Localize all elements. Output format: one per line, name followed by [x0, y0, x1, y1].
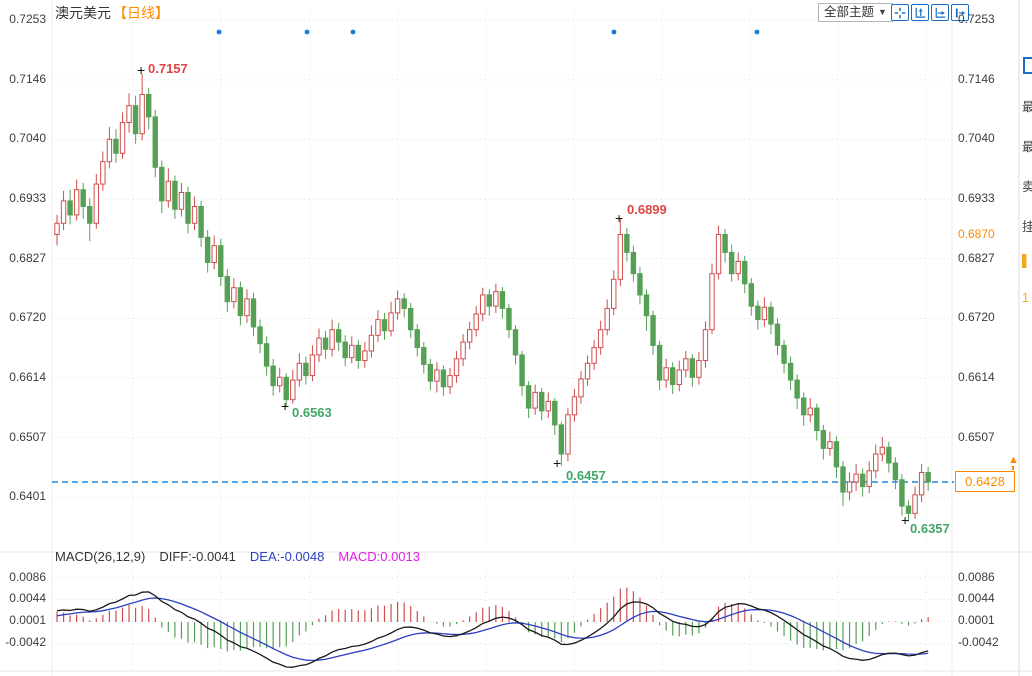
annotation-low-06357: 0.6357	[910, 521, 950, 536]
price-axis-label-left: 0.6614	[9, 369, 46, 384]
partial-label: 卖	[1022, 180, 1032, 194]
price-axis-label-left: 0.0044	[9, 591, 46, 606]
partial-icon-box	[1023, 57, 1032, 74]
partial-label: 最	[1022, 140, 1032, 154]
price-axis-label-left: 0.6720	[9, 310, 46, 325]
period-tag: 【日线】	[113, 5, 169, 21]
scale-horizontal-icon[interactable]	[931, 4, 949, 21]
current-price-badge: 0.6428	[955, 471, 1015, 492]
event-dot-icon[interactable]	[304, 29, 310, 35]
price-axis-label-left: 0.7040	[9, 131, 46, 146]
low-marker-cross: +	[901, 512, 910, 528]
themes-dropdown-label: 全部主题	[824, 5, 875, 19]
price-axis-label-left: 0.6507	[9, 429, 46, 444]
low-marker-cross: +	[553, 455, 562, 471]
price-axis-label-right: 0.0086	[958, 570, 995, 584]
macd-macd-value: MACD:0.0013	[338, 549, 420, 564]
price-axis-label-left: 0.0086	[9, 570, 46, 584]
event-dot-icon[interactable]	[754, 29, 760, 35]
event-dot-icon[interactable]	[350, 29, 356, 35]
price-axis-label-left: -0.0042	[5, 635, 46, 650]
partial-orange-fragment: 1	[1022, 291, 1029, 305]
annotation-low-06563: 0.6563	[292, 405, 332, 420]
price-axis-label-left: 0.7146	[9, 71, 46, 86]
scale-vertical-glyph	[915, 7, 926, 18]
partial-orange-fragment: ▌	[1022, 254, 1031, 268]
scale-horizontal-glyph	[935, 7, 946, 18]
macd-params: MACD(26,12,9)	[55, 549, 146, 564]
partial-label: 最	[1022, 100, 1032, 114]
crosshair-glyph	[894, 7, 906, 18]
price-axis-label-right: 0.0044	[958, 591, 995, 606]
partial-label: 挂	[1022, 220, 1032, 234]
macd-dea-value: DEA:-0.0048	[249, 549, 325, 564]
high-marker-cross: +	[137, 62, 146, 78]
price-axis-label-left: 0.6933	[9, 191, 46, 206]
price-axis-label-left: 0.0001	[9, 613, 46, 628]
price-axis-label-right: 0.6933	[958, 191, 995, 206]
symbol-name: 澳元美元	[55, 5, 111, 21]
price-axis-label-right: -0.0042	[958, 635, 999, 650]
price-axis-label-right: 0.7253	[958, 12, 995, 26]
price-axis-label-left: 0.7253	[9, 12, 46, 26]
annotation-low-06457: 0.6457	[566, 468, 606, 483]
event-dot-icon[interactable]	[611, 29, 617, 35]
price-axis-label-left: 0.6401	[9, 489, 46, 504]
chevron-down-icon: ▼	[878, 7, 887, 17]
event-dot-icon[interactable]	[216, 29, 222, 35]
price-axis-label-right: 0.6827	[958, 250, 995, 265]
annotation-high-07157: 0.7157	[148, 61, 188, 76]
price-axis-label-right: 0.6507	[958, 429, 995, 444]
themes-dropdown[interactable]: 全部主题 ▼	[818, 3, 893, 22]
annotation-high-06899: 0.6899	[627, 202, 667, 217]
price-axis-label-right: 0.7146	[958, 71, 995, 86]
price-axis-label-right: 0.6614	[958, 369, 995, 384]
macd-header: MACD(26,12,9) DIFF:-0.0041 DEA:-0.0048 M…	[55, 549, 420, 564]
price-axis-label-right: 0.0001	[958, 613, 995, 628]
chart-title: 澳元美元 【日线】	[55, 3, 169, 23]
scale-vertical-icon[interactable]	[911, 4, 929, 21]
price-axis-label-left: 0.6827	[9, 250, 46, 265]
high-marker-cross: +	[615, 210, 624, 226]
crosshair-icon[interactable]	[891, 4, 909, 21]
shift-right-glyph	[955, 8, 966, 17]
price-axis-label-right: 0.7040	[958, 131, 995, 146]
shift-right-icon[interactable]	[951, 4, 969, 21]
price-axis-label-right: 0.6720	[958, 310, 995, 325]
alert-arrow-icon: ▲	[1008, 455, 1019, 470]
macd-diff-value: DIFF:-0.0041	[159, 549, 236, 564]
alert-price-label: 0.6870	[956, 227, 997, 241]
low-marker-cross: +	[281, 398, 290, 414]
